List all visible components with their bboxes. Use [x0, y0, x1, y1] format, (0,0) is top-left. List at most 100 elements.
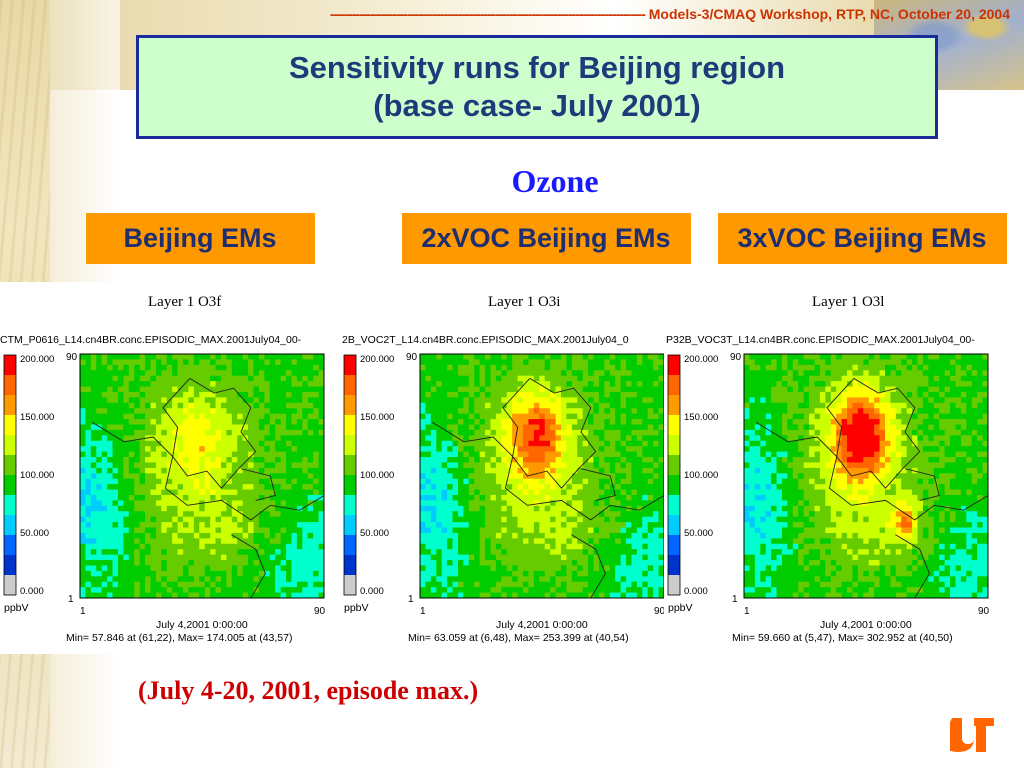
ozone-cell — [145, 570, 151, 577]
ozone-cell — [463, 435, 470, 442]
ozone-cell — [479, 462, 486, 469]
ozone-cell — [253, 565, 260, 572]
ozone-cell — [318, 419, 325, 425]
ozone-cell — [479, 505, 486, 512]
ozone-cell — [485, 484, 491, 490]
ozone-cell — [485, 565, 491, 572]
ozone-field — [420, 354, 665, 599]
ozone-cell — [495, 462, 502, 469]
ozone-cell — [258, 554, 265, 561]
ozone-cell — [528, 457, 535, 463]
ozone-cell — [318, 446, 325, 452]
ozone-cell — [161, 489, 168, 496]
ozone-cell — [128, 467, 135, 474]
ozone-cell — [286, 592, 292, 599]
ozone-cell — [96, 489, 103, 496]
ozone-cell — [495, 451, 502, 458]
ozone-cell — [544, 381, 551, 387]
ozone-cell — [242, 576, 249, 583]
ozone-cell — [150, 532, 157, 539]
ozone-cell — [183, 359, 189, 366]
ozone-cell — [485, 408, 491, 415]
ozone-cell — [80, 435, 86, 442]
ozone-cell — [425, 592, 432, 599]
ozone-cell — [754, 429, 761, 436]
ozone-cell — [841, 413, 848, 420]
ozone-cell — [588, 446, 594, 452]
ozone-cell — [512, 549, 518, 556]
ozone-cell — [307, 364, 314, 371]
ozone-cell — [506, 500, 513, 507]
ozone-cell — [830, 527, 837, 534]
ozone-cell — [313, 370, 319, 377]
ozone-cell — [275, 386, 282, 393]
ozone-cell — [598, 457, 605, 463]
ozone-cell — [798, 386, 805, 393]
ozone-cell — [609, 381, 616, 387]
ozone-cell — [809, 381, 815, 387]
ozone-cell — [145, 386, 151, 393]
ozone-cell — [809, 354, 815, 360]
ozone-cell — [749, 413, 756, 420]
ozone-cell — [609, 543, 616, 550]
ozone-cell — [781, 560, 788, 566]
ozone-cell — [269, 522, 276, 528]
ozone-cell — [441, 413, 448, 420]
ozone-cell — [588, 538, 594, 545]
ozone-cell — [760, 522, 767, 528]
ozone-cell — [598, 435, 605, 442]
ozone-cell — [80, 538, 86, 545]
ozone-cell — [588, 500, 594, 507]
ozone-cell — [286, 386, 292, 393]
ozone-cell — [501, 549, 508, 556]
ozone-cell — [441, 402, 448, 409]
ozone-cell — [506, 576, 513, 583]
ozone-cell — [237, 505, 244, 512]
ozone-cell — [90, 505, 97, 512]
ozone-cell — [642, 354, 649, 360]
ozone-cell — [620, 354, 627, 360]
ozone-cell — [155, 408, 162, 415]
ozone-cell — [560, 532, 567, 539]
ozone-cell — [150, 386, 157, 393]
ozone-cell — [626, 565, 632, 572]
ozone-cell — [161, 451, 168, 458]
ozone-cell — [139, 581, 146, 588]
ozone-cell — [615, 446, 622, 452]
ozone-cell — [242, 527, 249, 534]
ozone-cell — [80, 413, 86, 420]
ozone-cell — [771, 532, 777, 539]
ozone-cell — [463, 543, 470, 550]
ozone-cell — [836, 543, 842, 550]
ozone-cell — [275, 505, 282, 512]
ozone-cell — [517, 532, 524, 539]
ozone-cell — [436, 424, 443, 431]
ozone-cell — [447, 424, 453, 431]
ozone-cell — [830, 419, 837, 425]
ozone-cell — [101, 413, 108, 420]
ozone-cell — [101, 370, 108, 377]
ozone-cell — [582, 511, 589, 518]
ozone-cell — [117, 565, 124, 572]
ozone-cell — [80, 581, 86, 588]
ozone-cell — [313, 543, 319, 550]
ozone-cell — [210, 532, 216, 539]
ozone-cell — [571, 381, 578, 387]
ozone-cell — [490, 532, 497, 539]
ozone-cell — [447, 359, 453, 366]
ozone-cell — [479, 370, 486, 377]
ozone-cell — [749, 424, 756, 431]
ozone-cell — [96, 494, 103, 501]
workshop-header: ----------------------------------------… — [80, 6, 1010, 22]
ozone-cell — [436, 354, 443, 360]
ozone-cell — [313, 391, 319, 398]
ozone-cell — [134, 354, 141, 360]
ozone-cell — [150, 554, 157, 561]
ozone-cell — [588, 511, 594, 518]
ozone-cell — [457, 413, 464, 420]
layer-title: Layer 1 O3f — [148, 294, 221, 310]
ozone-cell — [653, 364, 659, 371]
ozone-cell — [642, 484, 649, 490]
ozone-cell — [248, 440, 254, 447]
ozone-cell — [112, 549, 119, 556]
